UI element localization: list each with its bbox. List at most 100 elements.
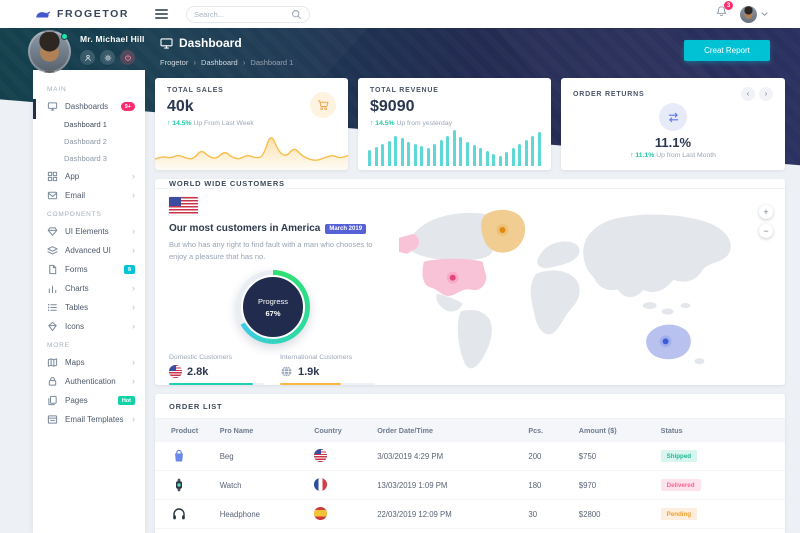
forms-badge: 8 [123, 265, 135, 274]
power-icon [124, 54, 131, 61]
page-title: Dashboard [179, 36, 242, 50]
table-row: Beg 3/03/2019 4:29 PM 200 $750 Shipped [155, 442, 785, 471]
us-flag [169, 197, 198, 215]
profile-button[interactable] [80, 50, 95, 65]
map-europe [537, 241, 580, 269]
breadcrumb-dashboard[interactable]: Dashboard [201, 58, 238, 67]
us-flag-icon [169, 365, 182, 379]
map-canada [408, 212, 502, 261]
table-row: Purse 14/03/2019 8:27 PM 100 $520 Shippe… [155, 528, 785, 533]
map-marker[interactable] [449, 274, 456, 281]
up-arrow-icon [370, 120, 373, 127]
list-icon [47, 304, 57, 311]
returns-delta: 11.1% Up from Last Month [561, 152, 785, 159]
section-label-components: COMPONENTS [47, 211, 102, 218]
copy-icon [48, 395, 57, 406]
lock-icon [48, 376, 57, 386]
cart-icon-circle [310, 92, 336, 118]
map-zoom-out-button[interactable]: − [759, 224, 773, 238]
monitor-icon [47, 102, 58, 111]
sidebar-item-dashboard-2[interactable]: Dashboard 2 [64, 137, 107, 146]
sidebar-item-email-templates[interactable]: Email Templates [33, 410, 145, 429]
notifications-button[interactable]: 3 [715, 1, 733, 23]
sidebar-item-advanced-ui[interactable]: Advanced UI [33, 241, 145, 260]
breadcrumb-current: Dashboard 1 [250, 58, 294, 67]
diamond-icon [48, 321, 57, 332]
chevron-right-icon [132, 322, 135, 331]
swap-arrows-icon [668, 112, 678, 122]
search-input[interactable] [194, 9, 291, 19]
sidebar-item-pages[interactable]: Pages Hot [33, 391, 145, 410]
sidebar-item-maps[interactable]: Maps [33, 353, 145, 372]
layers-icon [47, 246, 58, 255]
international-progress-bar [280, 383, 341, 386]
customers-description: But who has any right to find fault with… [169, 240, 373, 261]
search-bar [186, 5, 310, 23]
search-icon[interactable] [291, 9, 302, 20]
create-report-button[interactable]: Creat Report [684, 40, 770, 61]
card-label: TOTAL REVENUE [370, 87, 439, 94]
sales-sparkline-chart [155, 128, 348, 170]
world-map[interactable]: + − [391, 189, 785, 395]
date-badge: March 2019 [325, 223, 367, 234]
bag-icon [175, 449, 183, 462]
cart-icon [317, 99, 328, 110]
next-button[interactable]: › [759, 87, 773, 101]
chevron-right-icon [132, 227, 135, 236]
sidebar-item-forms[interactable]: Forms 8 [33, 260, 145, 279]
sidebar-item-authentication[interactable]: Authentication [33, 372, 145, 391]
top-navbar: FROGETOR 3 [0, 0, 800, 28]
chevron-right-icon [132, 415, 135, 424]
map-marker[interactable] [499, 226, 506, 233]
map-mexico [436, 293, 463, 312]
avatar[interactable] [28, 30, 71, 73]
prev-button[interactable]: ‹ [741, 87, 755, 101]
breadcrumb-home[interactable]: Frogetor [160, 58, 189, 67]
sidebar-item-email[interactable]: Email [33, 186, 145, 205]
up-arrow-icon [167, 120, 170, 127]
international-customers-stat: International Customers 1.9k [280, 354, 375, 386]
table-row: Headphone 22/03/2019 12:09 PM 30 $2800 P… [155, 499, 785, 529]
sidebar-item-dashboard-1[interactable]: Dashboard 1 [64, 120, 107, 129]
up-arrow-icon [630, 152, 633, 159]
table-row: Watch 13/03/2019 1:09 PM 180 $970 Delive… [155, 470, 785, 500]
map-icon [47, 358, 58, 367]
app-logo[interactable]: FROGETOR [0, 8, 155, 20]
order-list-card: ORDER LIST Product Pro Name Country Orde… [155, 394, 785, 533]
card-label: ORDER RETURNS [573, 90, 645, 98]
user-name: Mr. Michael Hill [80, 34, 145, 44]
map-alaska-highlight [399, 233, 419, 254]
user-menu[interactable] [740, 5, 768, 23]
card-label: TOTAL SALES [167, 87, 224, 94]
sidebar-item-dashboard-3[interactable]: Dashboard 3 [64, 154, 107, 163]
domestic-progress-bar [169, 383, 253, 386]
chevron-right-icon [193, 58, 196, 67]
chevron-right-icon [132, 191, 135, 200]
settings-button[interactable] [100, 50, 115, 65]
logout-button[interactable] [120, 50, 135, 65]
file-icon [49, 264, 57, 275]
world-wide-customers-card: WORLD WIDE CUSTOMERS Our most customers … [155, 179, 785, 386]
sidebar-item-dashboards[interactable]: Dashboards 9+ [33, 97, 145, 116]
sidebar-item-ui-elements[interactable]: UI Elements [33, 222, 145, 241]
bell-icon [716, 6, 727, 17]
order-returns-value: 11.1% [654, 135, 692, 150]
online-status-dot [61, 33, 68, 40]
section-title: ORDER LIST [169, 401, 223, 411]
domestic-customers-stat: Domestic Customers 2.8k [169, 354, 264, 386]
pages-badge: Hot [117, 396, 135, 405]
map-marker[interactable] [662, 338, 669, 345]
menu-toggle-icon[interactable] [155, 9, 168, 19]
sidebar-item-app[interactable]: App [33, 167, 145, 186]
progress-donut-chart: Progress 67% [236, 270, 310, 345]
section-title: WORLD WIDE CUSTOMERS [169, 179, 285, 188]
chevron-right-icon [132, 358, 135, 367]
map-zoom-in-button[interactable]: + [759, 205, 773, 219]
sidebar-item-tables[interactable]: Tables [33, 298, 145, 317]
sidebar-item-charts[interactable]: Charts [33, 279, 145, 298]
chevron-right-icon [132, 246, 135, 255]
gem-icon [47, 227, 58, 236]
chevron-right-icon [132, 172, 135, 181]
sidebar-item-icons[interactable]: Icons [33, 317, 145, 336]
total-revenue-card: TOTAL REVENUE $9090 14.5% Up from yester… [358, 78, 551, 170]
